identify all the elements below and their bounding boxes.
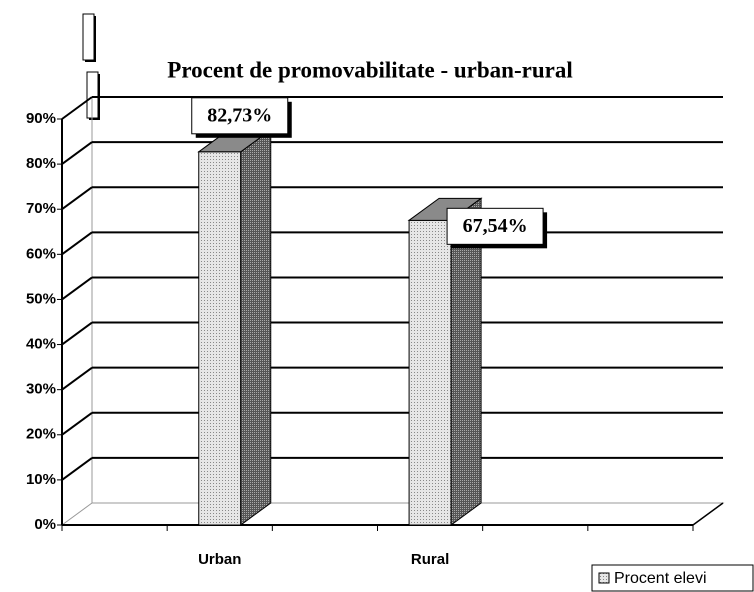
- floor: [60, 502, 725, 526]
- legend-swatch: [598, 572, 610, 584]
- y-tick-label: 20%: [26, 426, 56, 443]
- data-label-bg: [446, 207, 544, 245]
- grid-line: [61, 321, 93, 346]
- data-label-box: 82,73%: [191, 97, 292, 138]
- grid-line: [61, 96, 93, 120]
- y-tick-label: 30%: [26, 381, 56, 398]
- x-axis-depth: [692, 502, 724, 526]
- x-tick-label: Urban: [198, 551, 241, 568]
- data-label: 67,54%: [463, 215, 528, 237]
- data-label-bg: [191, 97, 289, 135]
- bar: [408, 219, 452, 526]
- bar-side: [240, 128, 272, 526]
- y-tick-label: 50%: [26, 290, 56, 307]
- y-tick-label: 40%: [26, 336, 56, 353]
- grid-line: [61, 457, 93, 481]
- y-tick-label: 10%: [26, 471, 56, 488]
- grid-line: [61, 141, 93, 165]
- x-tick-label: Rural: [411, 551, 449, 568]
- y-tick-label: 0%: [34, 516, 56, 533]
- bar-top: [407, 197, 483, 221]
- legend-label: Procent elevi: [614, 570, 707, 587]
- y-tick-label: 80%: [26, 155, 56, 172]
- data-label: 82,73%: [207, 104, 272, 126]
- grid-line: [61, 186, 93, 211]
- bar: [198, 151, 242, 526]
- chart-title: Procent de promovabilitate - urban-rural: [167, 57, 572, 82]
- y-tick-label: 70%: [26, 200, 56, 217]
- grid-line: [61, 411, 93, 436]
- data-label-box: 67,54%: [446, 207, 548, 249]
- legend-box: [591, 564, 754, 592]
- y-tick-label: 60%: [26, 245, 56, 262]
- grid-line: [61, 366, 93, 391]
- grid-line: [61, 231, 93, 256]
- y-tick-label: 90%: [26, 110, 56, 127]
- grid-line: [61, 276, 93, 301]
